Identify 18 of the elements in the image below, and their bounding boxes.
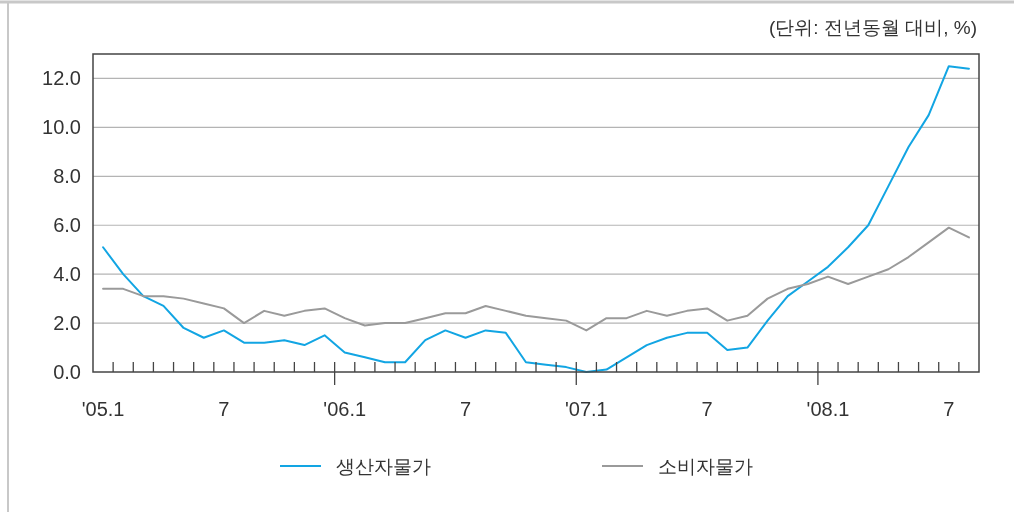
y-tick-label: 10.0 — [42, 116, 81, 139]
x-tick-label: 7 — [459, 398, 472, 420]
y-tick-label: 2.0 — [53, 312, 81, 335]
x-tick-label: 7 — [943, 398, 955, 420]
legend-label: 소비자물가 — [658, 456, 753, 477]
y-tick-label: 8.0 — [53, 165, 81, 188]
y-tick-label: 6.0 — [53, 214, 81, 237]
x-tick-label: 7 — [218, 398, 230, 420]
x-tick-label: '05.1 — [81, 398, 125, 420]
x-tick-label: '08.1 — [806, 398, 850, 420]
x-tick-label: '07.1 — [564, 398, 608, 420]
y-tick-label: 4.0 — [53, 263, 81, 286]
y-tick-label: 0.0 — [53, 361, 81, 383]
annotation: (단위: 전년동월 대비, %) — [769, 17, 977, 38]
y-tick-label: 12.0 — [42, 67, 81, 90]
x-tick-label: 7 — [701, 398, 713, 420]
legend-label: 생산자물가 — [336, 456, 431, 477]
x-tick-label: '06.1 — [323, 398, 367, 420]
